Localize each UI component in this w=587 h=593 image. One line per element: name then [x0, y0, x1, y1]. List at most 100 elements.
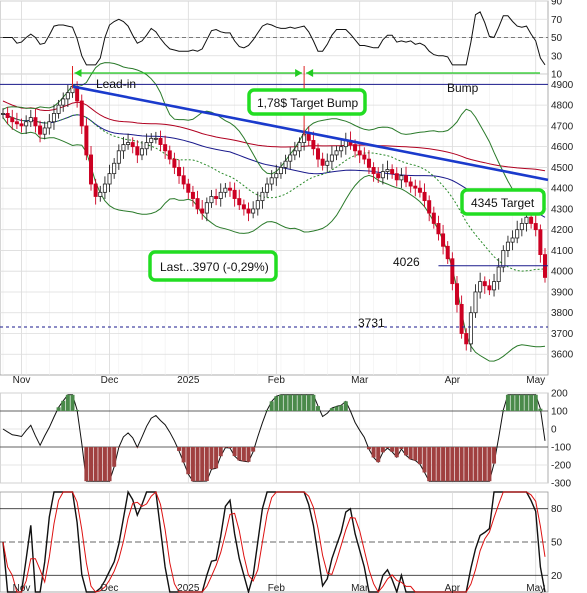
stoch-tick-label: 20	[551, 571, 563, 582]
candle-body	[385, 169, 390, 172]
stoch-tick-label: 80	[551, 504, 563, 515]
candle-body	[47, 121, 52, 129]
candle-body	[61, 98, 66, 106]
candle-body	[218, 191, 223, 199]
lead-in-arrowhead-left	[74, 69, 82, 77]
candle-body	[163, 144, 168, 152]
x-tick-label: Nov	[13, 583, 31, 593]
candle-body	[436, 223, 441, 235]
candle-body	[42, 127, 47, 135]
candle-body	[274, 173, 279, 179]
ma-20-line	[2, 112, 546, 272]
candle-body	[390, 169, 395, 175]
candle-body	[454, 283, 459, 305]
x-tick-label: Nov	[13, 375, 31, 386]
cci-tick-label: -300	[551, 479, 571, 490]
candle-body	[431, 212, 436, 224]
candle-body	[292, 150, 297, 156]
ma-50-line	[2, 112, 546, 218]
label-4026: 4026	[393, 255, 420, 269]
x-tick-label: Dec	[101, 375, 119, 386]
candle-body	[14, 121, 19, 125]
candle-body	[84, 125, 89, 156]
candle-body	[195, 198, 200, 210]
candle-body	[121, 144, 126, 152]
candle-body	[362, 154, 367, 160]
stochastic-panel	[2, 490, 546, 593]
candle-body	[399, 175, 404, 181]
candle-body	[139, 148, 144, 156]
candle-body	[144, 142, 149, 150]
candle-body	[417, 187, 422, 193]
price-tick-label: 4200	[551, 225, 574, 236]
candle-body	[181, 175, 186, 185]
candle-body	[223, 187, 228, 193]
price-tick-label: 4400	[551, 184, 574, 195]
label-bump: Bump	[447, 81, 479, 95]
candle-body	[380, 171, 385, 179]
candle-body	[126, 142, 131, 145]
bollinger-upper-line	[2, 62, 546, 198]
candle-body	[232, 189, 237, 199]
x-tick-label: Feb	[268, 375, 286, 386]
candle-body	[445, 245, 450, 260]
candle-body	[214, 196, 219, 199]
x-tick-label: May	[526, 583, 545, 593]
resistance-trendline	[72, 85, 549, 182]
candle-body	[320, 158, 325, 166]
candle-body	[464, 333, 469, 345]
candle-body	[172, 158, 177, 168]
candle-body	[524, 216, 529, 224]
label-lead-in: Lead-in	[96, 77, 136, 91]
candle-body	[186, 183, 191, 193]
stoch-d-line	[2, 491, 546, 593]
rsi-tick-label: 70	[551, 15, 563, 26]
candle-body	[269, 177, 274, 185]
rsi-tick-label: 90	[551, 0, 563, 8]
candle-body	[496, 266, 501, 282]
candle-body	[33, 117, 38, 127]
candle-body	[112, 162, 117, 175]
candle-body	[353, 144, 358, 152]
candle-body	[89, 154, 94, 185]
x-tick-label: 2025	[177, 583, 200, 593]
candle-body	[450, 258, 455, 285]
axis-labels: Nov Nov Dec Dec 2025 2025 Feb Feb Mar Mar Apr Apr Ma…	[13, 0, 574, 593]
candle-body	[153, 137, 158, 140]
price-tick-label: 3900	[551, 287, 574, 298]
candle-body	[538, 229, 543, 255]
candle-body	[107, 173, 112, 185]
candle-body	[515, 229, 520, 239]
x-tick-label: Dec	[101, 583, 119, 593]
candle-body	[492, 281, 497, 291]
rsi-tick-label: 30	[551, 51, 563, 62]
candle-body	[288, 154, 293, 162]
candle-body	[5, 113, 10, 118]
label-target: 4345 Target	[471, 196, 535, 210]
candle-body	[283, 160, 288, 168]
candle-body	[28, 117, 33, 123]
candle-body	[473, 291, 478, 314]
candle-body	[10, 117, 15, 123]
candle-body	[404, 175, 409, 183]
ma-long-line	[2, 100, 546, 172]
candle-body	[505, 241, 510, 251]
candle-body	[93, 183, 98, 197]
bump-arrowhead-left	[306, 69, 314, 77]
price-tick-label: 4800	[551, 101, 574, 112]
candle-body	[200, 208, 205, 214]
candle-body	[357, 150, 362, 156]
candle-body	[246, 208, 251, 214]
candle-body	[529, 216, 534, 224]
candle-body	[227, 187, 232, 191]
price-tick-label: 3600	[551, 350, 574, 361]
price-tick-label: 4000	[551, 267, 574, 278]
candle-body	[24, 121, 29, 127]
candle-body	[38, 125, 43, 135]
label-3731: 3731	[358, 316, 385, 330]
x-tick-label: Apr	[445, 375, 461, 386]
candle-body	[468, 312, 473, 345]
candle-body	[255, 200, 260, 210]
candle-body	[422, 191, 427, 202]
candle-body	[478, 281, 483, 293]
